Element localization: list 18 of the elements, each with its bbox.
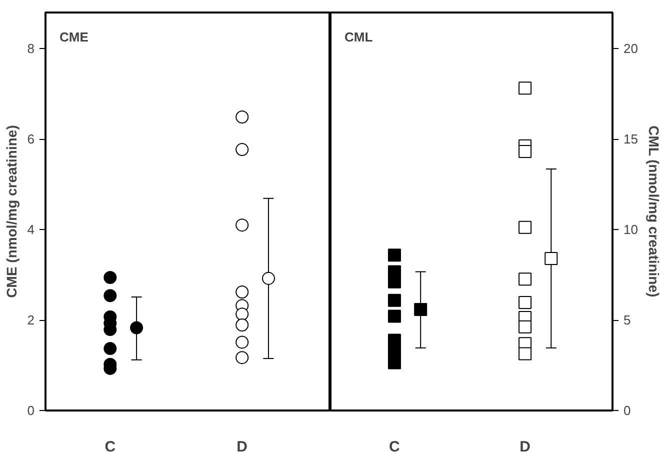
y-tick-label: 4	[27, 222, 35, 238]
y-tick-label: 8	[27, 41, 35, 56]
y2-tick-label: 20	[624, 41, 638, 56]
y2-tick-label: 10	[624, 222, 638, 238]
x-tick-label: C	[389, 438, 400, 456]
x-tick-label: D	[520, 438, 531, 456]
y2-tick-label: 5	[624, 312, 631, 328]
y2-tick-label: 15	[624, 132, 638, 147]
text: CML	[344, 30, 373, 44]
y-tick-label: 2	[27, 312, 35, 328]
x-tick-label: D	[236, 438, 248, 456]
x-tick-label: C	[104, 438, 116, 456]
y2-axis-title: CML (nmol/mg creatinine)	[646, 126, 662, 298]
y-tick-label: 6	[27, 132, 35, 147]
y-tick-label: 0	[27, 403, 35, 418]
y-axis-title: CME (nmol/mg creatinine)	[3, 125, 20, 298]
y2-tick-label: 0	[624, 403, 631, 418]
text: CME	[60, 30, 89, 44]
